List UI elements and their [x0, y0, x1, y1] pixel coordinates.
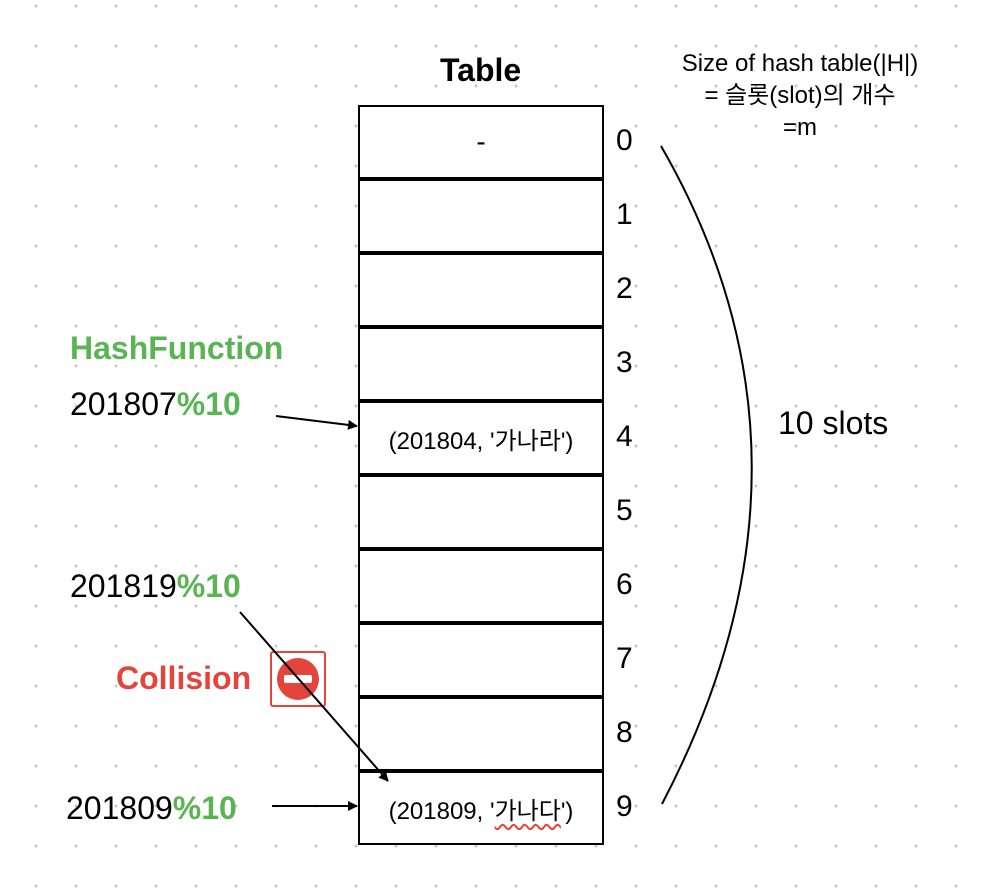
arrow-201807-to-slot-4 — [275, 415, 358, 430]
size-note-line-3: =m — [782, 114, 817, 141]
slot-index-7: 7 — [616, 642, 633, 675]
slot-index-8: 8 — [616, 716, 633, 749]
slot-index-4: 4 — [616, 420, 633, 453]
input-key: 201809 — [66, 790, 173, 826]
table-slot-3 — [358, 327, 604, 401]
table-slot-1 — [358, 179, 604, 253]
input-label-201819: 201819%10 — [70, 568, 241, 605]
input-label-201807: 201807%10 — [70, 386, 241, 423]
table-slot-6 — [358, 549, 604, 623]
slot-content-underlined: 가나다 — [494, 797, 561, 825]
input-key: 201819 — [70, 568, 177, 604]
table-slot-5 — [358, 475, 604, 549]
slot-content-prefix: (201809, ' — [388, 797, 495, 825]
hash-function-label: HashFunction — [70, 330, 284, 366]
table-slot-9: (201809, '가나다') — [358, 771, 604, 845]
input-op: %10 — [172, 790, 237, 826]
slots-count-label: 10 slots — [778, 405, 889, 441]
input-op: %10 — [176, 568, 241, 604]
slot-index-6: 6 — [616, 568, 633, 601]
input-op: %10 — [176, 386, 241, 422]
slot-index-2: 2 — [616, 272, 633, 305]
size-note-line-1: Size of hash table(|H|) — [681, 50, 919, 77]
slot-index-9: 9 — [616, 790, 633, 823]
input-label-201809: 201809%10 — [66, 790, 237, 827]
table-slot-2 — [358, 253, 604, 327]
slot-content: - — [476, 126, 486, 157]
slot-index-5: 5 — [616, 494, 633, 527]
collision-label: Collision — [116, 660, 252, 696]
slot-content-suffix: ') — [560, 797, 574, 825]
size-note-line-2: = 슬롯(slot)의 개수 — [704, 82, 896, 109]
arrow-201819-to-slot-9 — [239, 611, 389, 782]
table-slot-8 — [358, 697, 604, 771]
table-title: Table — [440, 52, 522, 88]
table-slot-4: (201804, '가나라') — [358, 401, 604, 475]
table-slot-0: - — [358, 105, 604, 179]
slot-content: (201804, '가나라') — [388, 427, 574, 455]
slot-index-3: 3 — [616, 346, 633, 379]
slots-brace-arc — [660, 145, 753, 805]
table-size-note: Size of hash table(|H|) = 슬롯(slot)의 개수 =… — [620, 48, 980, 144]
table-slot-7 — [358, 623, 604, 697]
slot-index-0: 0 — [616, 124, 633, 157]
input-key: 201807 — [70, 386, 177, 422]
slot-content: (201809, '가나다') — [389, 791, 574, 826]
slot-index-1: 1 — [616, 198, 633, 231]
